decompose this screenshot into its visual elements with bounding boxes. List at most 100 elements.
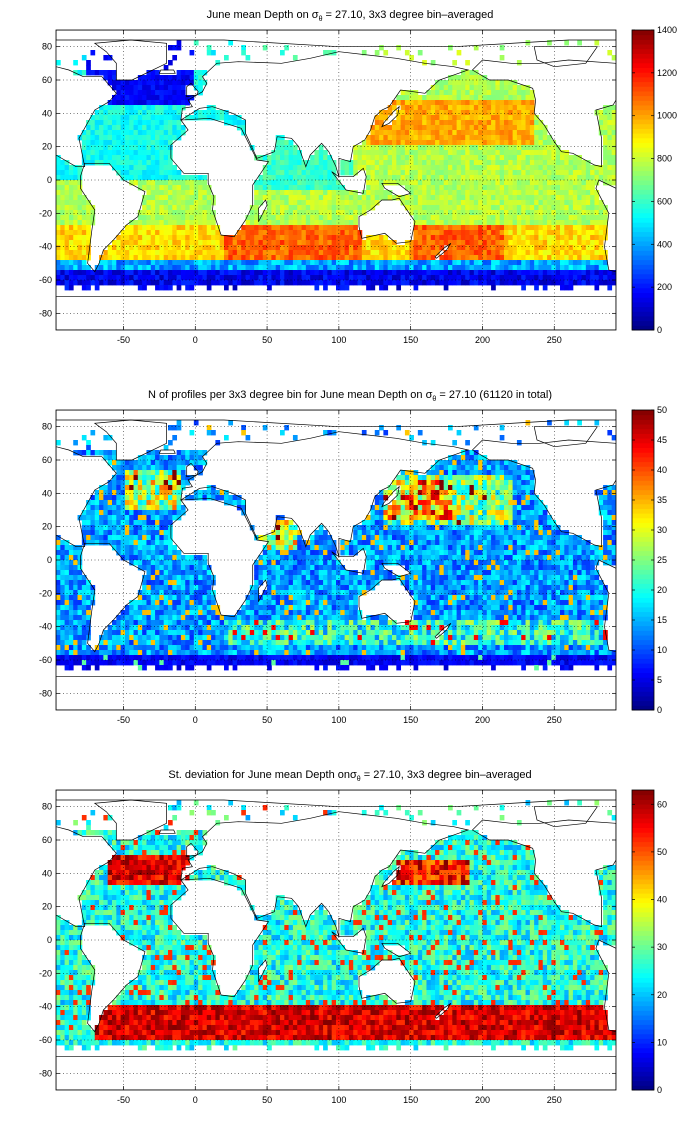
bin-cell — [456, 280, 462, 286]
bin-cell — [508, 135, 514, 141]
bin-cell — [323, 150, 328, 156]
bin-cell — [112, 95, 117, 101]
bin-cell — [150, 165, 156, 171]
bin-cell — [262, 180, 268, 186]
bin-cell — [478, 265, 483, 271]
bin-cell — [404, 250, 410, 256]
bin-cell — [370, 145, 376, 151]
bin-cell — [215, 110, 221, 116]
bin-cell — [460, 115, 466, 121]
bin-cell — [611, 135, 616, 141]
bin-cell — [603, 115, 608, 121]
bin-cell — [146, 115, 152, 121]
bin-cell — [129, 110, 134, 116]
bin-cell — [77, 245, 83, 251]
bin-cell — [611, 280, 616, 286]
bin-cell — [525, 270, 531, 276]
bin-cell — [155, 160, 160, 166]
bin-cell — [155, 560, 160, 566]
bin-cell — [491, 100, 496, 106]
bin-cell — [73, 555, 78, 561]
bin-cell — [86, 235, 91, 241]
bin-cell — [172, 75, 178, 81]
bin-cell — [499, 280, 505, 286]
bin-cell — [422, 120, 427, 126]
bin-cell — [482, 95, 488, 101]
bin-cell — [422, 225, 427, 231]
bin-cell — [542, 245, 548, 251]
bin-cell — [469, 170, 475, 176]
bin-cell — [202, 70, 208, 76]
bin-cell — [478, 250, 483, 256]
bin-cell — [499, 230, 505, 236]
bin-cell — [60, 185, 66, 191]
bin-cell — [90, 50, 96, 56]
bin-cell — [94, 650, 100, 656]
bin-cell — [137, 650, 143, 656]
bin-cell — [133, 540, 139, 546]
bin-cell — [301, 265, 307, 271]
bin-cell — [452, 135, 458, 141]
bin-cell — [56, 265, 61, 271]
coastline — [80, 162, 146, 273]
bin-cell — [370, 260, 376, 266]
bin-cell — [236, 280, 242, 286]
bin-cell — [297, 220, 302, 226]
bin-cell — [219, 235, 225, 241]
bin-cell — [133, 500, 139, 506]
bin-cell — [81, 285, 87, 291]
colorbar-segment — [632, 311, 654, 317]
bin-cell — [357, 155, 363, 161]
bin-cell — [521, 280, 526, 286]
bin-cell — [168, 210, 173, 216]
bin-cell — [465, 150, 470, 156]
bin-cell — [512, 275, 518, 281]
bin-cell — [383, 170, 389, 176]
bin-cell — [180, 75, 186, 81]
bin-cell — [168, 115, 173, 121]
bin-cell — [129, 145, 134, 151]
bin-cell — [409, 185, 414, 191]
bin-cell — [551, 140, 557, 146]
bin-cell — [323, 195, 328, 201]
bin-cell — [146, 250, 152, 256]
bin-cell — [159, 275, 165, 281]
bin-cell — [107, 55, 113, 61]
bin-cell — [267, 155, 272, 161]
bin-cell — [452, 265, 458, 271]
bin-cell — [168, 505, 173, 511]
bin-cell — [465, 240, 470, 246]
bin-cell — [465, 200, 470, 206]
bin-cell — [258, 180, 264, 186]
bin-cell — [443, 225, 449, 231]
bin-cell — [159, 160, 165, 166]
bin-cell — [172, 165, 178, 171]
bin-cell — [137, 480, 143, 486]
bin-cell — [491, 200, 496, 206]
bin-cell — [176, 120, 182, 126]
bin-cell — [452, 170, 458, 176]
bin-cell — [392, 105, 397, 111]
bin-cell — [473, 85, 479, 91]
bin-cell — [504, 270, 509, 276]
bin-cell — [124, 500, 130, 506]
bin-cell — [155, 580, 160, 586]
bin-cell — [107, 510, 113, 516]
bin-cell — [133, 605, 139, 611]
bin-cell — [116, 280, 122, 286]
bin-cell — [193, 110, 199, 116]
bin-cell — [232, 255, 238, 261]
bin-cell — [292, 280, 298, 286]
bin-cell — [305, 255, 311, 261]
bin-cell — [81, 635, 87, 641]
bin-cell — [206, 280, 212, 286]
coastline — [56, 296, 616, 330]
bin-cell — [512, 105, 518, 111]
bin-cell — [142, 230, 147, 236]
bin-cell — [150, 120, 156, 126]
bin-cell — [56, 655, 61, 661]
colorbar-segment — [632, 30, 654, 36]
bin-cell — [443, 270, 449, 276]
bin-cell — [353, 160, 358, 166]
bin-cell — [504, 120, 509, 126]
